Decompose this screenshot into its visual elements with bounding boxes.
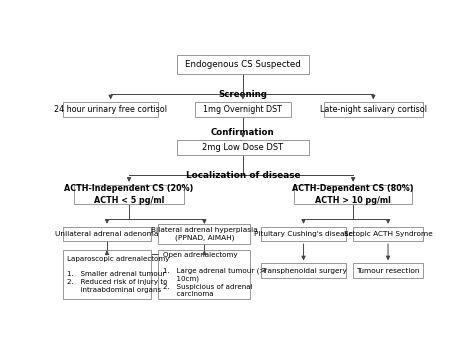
FancyBboxPatch shape [177,55,309,73]
Text: Bilateral adrenal hyperplasia
(PPNAD, AIMAH): Bilateral adrenal hyperplasia (PPNAD, AI… [151,227,258,241]
Text: Screening: Screening [219,90,267,99]
FancyBboxPatch shape [353,227,423,241]
Text: 2mg Low Dose DST: 2mg Low Dose DST [202,143,283,152]
FancyBboxPatch shape [177,140,309,155]
Text: 1mg Overnight DST: 1mg Overnight DST [203,105,283,114]
FancyBboxPatch shape [74,185,184,204]
FancyBboxPatch shape [195,102,291,117]
Text: Confirmation: Confirmation [211,129,275,137]
Text: ACTH-Dependent CS (80%)
ACTH > 10 pg/ml: ACTH-Dependent CS (80%) ACTH > 10 pg/ml [292,184,414,205]
Text: Unilateral adrenal adenoma: Unilateral adrenal adenoma [55,231,159,237]
FancyBboxPatch shape [158,250,250,299]
FancyBboxPatch shape [158,224,250,244]
FancyBboxPatch shape [63,227,151,241]
FancyBboxPatch shape [324,102,423,117]
FancyBboxPatch shape [294,185,412,204]
Text: 24 hour urinary free cortisol: 24 hour urinary free cortisol [54,105,167,114]
Text: Tumour resection: Tumour resection [356,268,420,273]
FancyBboxPatch shape [63,102,158,117]
Text: Late-night salivary cortisol: Late-night salivary cortisol [320,105,427,114]
Text: Open adrenalectomy

1.   Large adrenal tumour (>
      10cm)
2.   Suspicious of : Open adrenalectomy 1. Large adrenal tumo… [163,252,265,298]
Text: Transphenoidal surgery: Transphenoidal surgery [261,268,346,273]
Text: Laparoscopic adrenalectomy

1.   Smaller adrenal tumour
2.   Reduced risk of inj: Laparoscopic adrenalectomy 1. Smaller ad… [67,256,170,293]
FancyBboxPatch shape [261,227,346,241]
Text: Ectopic ACTH Syndrome: Ectopic ACTH Syndrome [344,231,432,237]
FancyBboxPatch shape [261,263,346,278]
FancyBboxPatch shape [353,263,423,278]
Text: Pituitary Cushing's disease: Pituitary Cushing's disease [254,231,353,237]
FancyBboxPatch shape [63,250,151,299]
Text: ACTH-Independent CS (20%)
ACTH < 5 pg/ml: ACTH-Independent CS (20%) ACTH < 5 pg/ml [64,184,194,205]
Text: Localization of disease: Localization of disease [186,171,300,180]
Text: Endogenous CS Suspected: Endogenous CS Suspected [185,60,301,69]
